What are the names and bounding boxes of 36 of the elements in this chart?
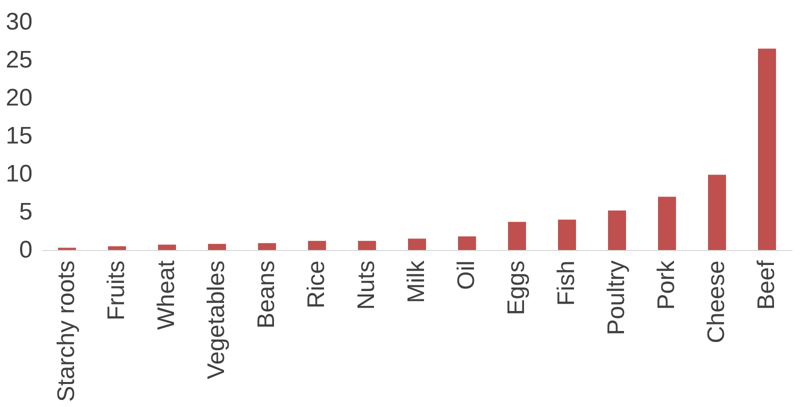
bar (508, 222, 526, 250)
x-tick-label: Beef (753, 260, 780, 310)
y-tick-label: 5 (19, 198, 32, 226)
bar (208, 244, 226, 250)
y-tick-label: 25 (6, 46, 32, 74)
bar (358, 240, 376, 250)
bar (408, 238, 426, 250)
x-tick-label: Beans (253, 260, 280, 329)
bar (458, 236, 476, 250)
bar (108, 246, 126, 250)
y-tick-label: 10 (6, 160, 32, 188)
x-tick-label: Eggs (503, 260, 530, 316)
bar (708, 174, 726, 250)
x-tick-label: Oil (453, 260, 480, 290)
bar (158, 244, 176, 250)
y-tick-label: 30 (6, 8, 32, 36)
bar (258, 243, 276, 250)
bar (608, 210, 626, 250)
bar (558, 220, 576, 250)
x-tick-label: Fish (553, 260, 580, 306)
x-tick-label: Cheese (703, 260, 730, 344)
x-tick-label: Wheat (153, 260, 180, 330)
x-tick-label: Poultry (603, 260, 630, 336)
bar (758, 48, 776, 250)
bar (308, 240, 326, 250)
x-tick-label: Rice (303, 260, 330, 309)
y-tick-label: 0 (19, 236, 32, 264)
x-tick-label: Vegetables (203, 260, 230, 380)
bar (658, 196, 676, 250)
x-tick-label: Starchy roots (53, 260, 80, 402)
x-tick-label: Nuts (353, 260, 380, 310)
x-tick-label: Fruits (103, 260, 130, 320)
y-tick-label: 20 (6, 84, 32, 112)
y-tick-label: 15 (6, 122, 32, 150)
x-tick-label: Pork (653, 260, 680, 310)
x-tick-label: Milk (403, 260, 430, 304)
